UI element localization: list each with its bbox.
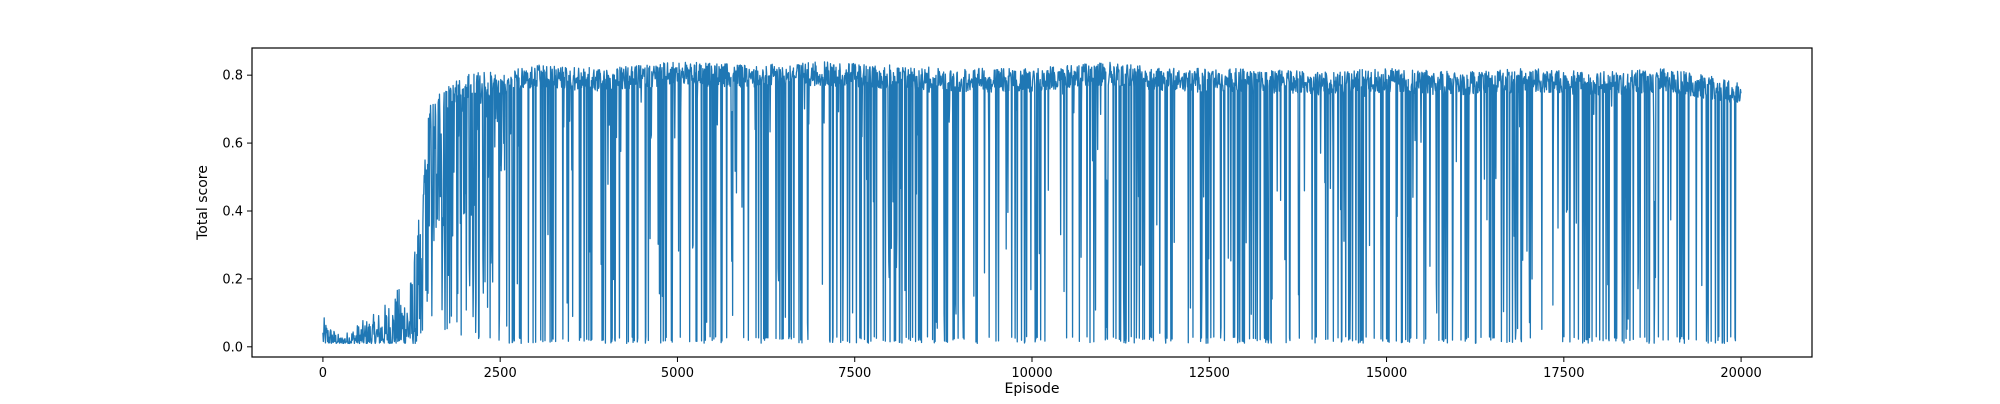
x-tick-label: 5000	[661, 366, 694, 381]
y-tick-label: 0.4	[222, 204, 243, 219]
x-tick-label: 0	[319, 366, 327, 381]
y-tick-label: 0.0	[222, 340, 243, 355]
x-tick-label: 10000	[1011, 366, 1052, 381]
x-tick-label: 2500	[484, 366, 517, 381]
x-tick-label: 20000	[1720, 366, 1761, 381]
x-axis-label: Episode	[1005, 381, 1060, 397]
x-tick-label: 7500	[838, 366, 871, 381]
x-tick-label: 17500	[1543, 366, 1584, 381]
x-tick-label: 12500	[1189, 366, 1230, 381]
y-axis: 0.0 0.2 0.4 0.6 0.8	[222, 69, 252, 355]
y-tick-label: 0.8	[222, 69, 243, 84]
y-axis-label: Total score	[195, 165, 211, 241]
score-series-line	[322, 61, 1742, 345]
x-tick-label: 15000	[1366, 366, 1407, 381]
y-tick-label: 0.6	[222, 137, 243, 152]
series-layer	[322, 61, 1742, 345]
y-tick-label: 0.2	[222, 272, 243, 287]
x-axis: 0 2500 5000 7500 10000 12500 15000 17500 20000	[319, 357, 1762, 381]
